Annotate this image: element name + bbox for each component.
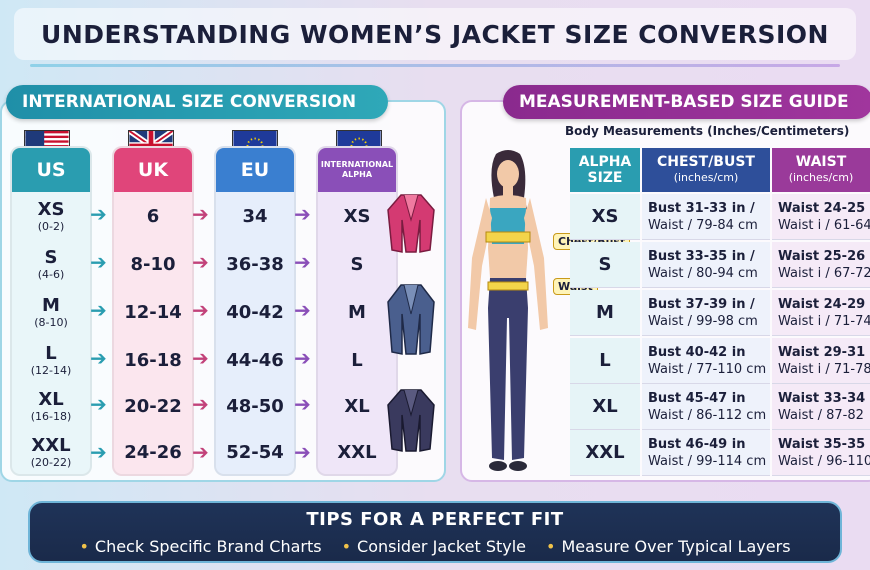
international-banner: INTERNATIONAL SIZE CONVERSION xyxy=(6,85,388,119)
waist-cell: Waist 29-31 Waist i / 71-78 xyxy=(772,338,870,384)
eu-column: EU 34 36-38 40-42 44-46 48-50 52-54 xyxy=(214,146,296,476)
arrow-right-icon: ➔ xyxy=(294,392,311,416)
body-measurements-label: Body Measurements (Inches/Centimeters) xyxy=(565,124,850,138)
us-column: US XS (0-2) S (4-6) M (8-10) L (12-14) XL (16… xyxy=(10,146,92,476)
tip-item: • Check Specific Brand Charts xyxy=(79,537,322,556)
eu-cell: 36-38 xyxy=(226,253,284,275)
waist-cell: Waist 33-34 Waist / 87-82 xyxy=(772,384,870,430)
uk-cell: 12-14 xyxy=(124,301,182,323)
measurement-banner: MEASUREMENT-BASED SIZE GUIDE xyxy=(503,85,870,119)
eu-cell: 48-50 xyxy=(226,395,284,417)
waist-cell: Waist 25-26 Waist i / 67-72 xyxy=(772,242,870,288)
arrow-right-icon: ➔ xyxy=(192,392,209,416)
chest-cell: Bust 31-33 in / Waist / 79-84 cm xyxy=(642,194,770,240)
alpha-cell: XL xyxy=(344,395,370,417)
arrow-right-icon: ➔ xyxy=(192,346,209,370)
us-cell: M (8-10) xyxy=(34,295,68,329)
alpha-cell: XXL xyxy=(337,441,377,463)
tip-item: • Measure Over Typical Layers xyxy=(546,537,791,556)
eu-cell: 52-54 xyxy=(226,441,284,463)
us-header: US xyxy=(12,148,90,192)
jacket-navy-icon xyxy=(387,389,435,452)
size-cell: S xyxy=(570,242,640,288)
arrow-right-icon: ➔ xyxy=(90,392,107,416)
page-title: UNDERSTANDING WOMEN’S JACKET SIZE CONVER… xyxy=(41,19,829,49)
eu-cell: 44-46 xyxy=(226,349,284,371)
tips-title: TIPS FOR A PERFECT FIT xyxy=(306,509,564,530)
title-bar: UNDERSTANDING WOMEN’S JACKET SIZE CONVER… xyxy=(14,8,856,60)
waist-header: WAIST (inches/cm) xyxy=(772,148,870,192)
size-cell: XL xyxy=(570,384,640,430)
tips-panel: TIPS FOR A PERFECT FIT • Check Specific B… xyxy=(28,501,842,563)
alpha-cell: XS xyxy=(343,205,371,227)
alpha-cell: M xyxy=(348,301,366,323)
alpha-cell: S xyxy=(350,253,364,275)
eu-cell: 40-42 xyxy=(226,301,284,323)
size-cell: XS xyxy=(570,194,640,240)
us-cell: XL (16-18) xyxy=(30,389,72,423)
waist-cell: Waist 35-35 Waist / 96-110 xyxy=(772,430,870,476)
arrow-right-icon: ➔ xyxy=(294,202,311,226)
us-cell: L (12-14) xyxy=(30,343,72,377)
uk-cell: 20-22 xyxy=(124,395,182,417)
arrow-right-icon: ➔ xyxy=(192,440,209,464)
uk-cell: 8-10 xyxy=(130,253,176,275)
bullet-icon: • xyxy=(341,537,352,556)
arrow-right-icon: ➔ xyxy=(294,250,311,274)
eu-header: EU xyxy=(216,148,294,192)
arrow-right-icon: ➔ xyxy=(90,298,107,322)
uk-cell: 6 xyxy=(146,205,160,227)
eu-cell: 34 xyxy=(242,205,268,227)
arrow-right-icon: ➔ xyxy=(90,440,107,464)
body-figure-illustration xyxy=(468,150,548,471)
chest-cell: Bust 33-35 in / Waist / 80-94 cm xyxy=(642,242,770,288)
uk-cell: 16-18 xyxy=(124,349,182,371)
us-cell: S (4-6) xyxy=(37,247,65,281)
uk-cell: 24-26 xyxy=(124,441,182,463)
chest-cell: Bust 40-42 in Waist / 77-110 cm xyxy=(642,338,770,384)
arrow-right-icon: ➔ xyxy=(294,346,311,370)
arrow-right-icon: ➔ xyxy=(294,440,311,464)
arrow-right-icon: ➔ xyxy=(90,346,107,370)
arrow-right-icon: ➔ xyxy=(192,202,209,226)
waist-cell: Waist 24-29 Waist i / 71-74 xyxy=(772,290,870,336)
arrow-right-icon: ➔ xyxy=(90,202,107,226)
waist-cell: Waist 24-25 Waist i / 61-64 xyxy=(772,194,870,240)
title-underline xyxy=(30,64,840,67)
measurement-table: ALPHA SIZE CHEST/BUST (inches/cm) WAIST (i… xyxy=(570,148,870,478)
jacket-pink-icon xyxy=(387,194,435,253)
bullet-icon: • xyxy=(546,537,556,556)
alpha-size-header: ALPHA SIZE xyxy=(570,148,640,192)
arrow-right-icon: ➔ xyxy=(192,250,209,274)
alpha-header: INTERNATIONAL ALPHA xyxy=(318,148,396,192)
chest-cell: Bust 37-39 in / Waist / 99-98 cm xyxy=(642,290,770,336)
jacket-blue-icon xyxy=(387,284,435,355)
arrow-right-icon: ➔ xyxy=(192,298,209,322)
arrow-right-icon: ➔ xyxy=(90,250,107,274)
tips-list: • Check Specific Brand Charts • Consider J… xyxy=(30,537,840,556)
tip-item: • Consider Jacket Style xyxy=(341,537,526,556)
size-cell: XXL xyxy=(570,430,640,476)
bullet-icon: • xyxy=(79,537,89,556)
chest-cell: Bust 45-47 in Waist / 86-112 cm xyxy=(642,384,770,430)
uk-column: UK 6 8-10 12-14 16-18 20-22 24-26 xyxy=(112,146,194,476)
chest-cell: Bust 46-49 in Waist / 99-114 cm xyxy=(642,430,770,476)
us-cell: XXL (20-22) xyxy=(30,435,72,469)
alpha-cell: L xyxy=(351,349,363,371)
uk-header: UK xyxy=(114,148,192,192)
us-cell: XS (0-2) xyxy=(37,199,65,233)
size-cell: M xyxy=(570,290,640,336)
arrow-right-icon: ➔ xyxy=(294,298,311,322)
chest-header: CHEST/BUST (inches/cm) xyxy=(642,148,770,192)
size-cell: L xyxy=(570,338,640,384)
